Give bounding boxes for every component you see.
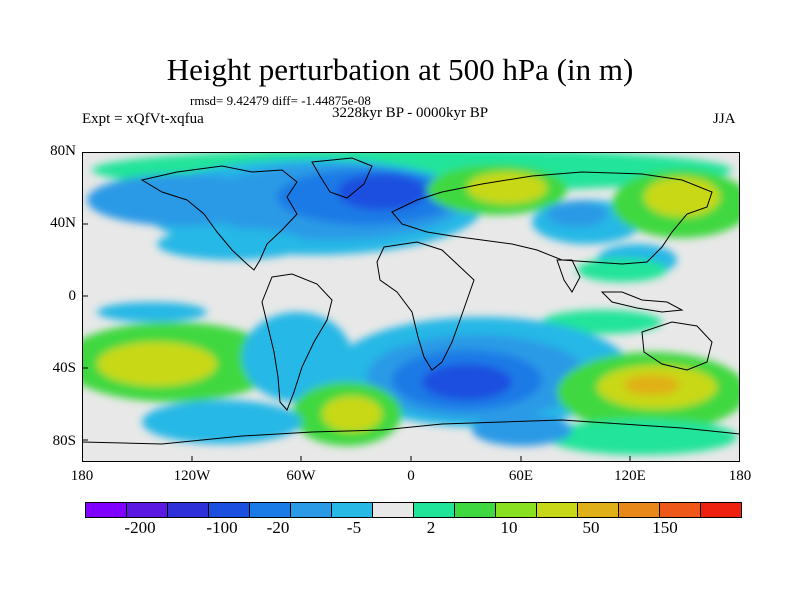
colorbar-label: 50 [582,518,600,537]
field-blue-pacific-north [87,174,277,226]
lon-label: 60W [286,468,316,484]
field-blue-east-pacific [97,302,207,322]
colorbar-cell [373,503,414,517]
map-plot [82,152,740,462]
lat-label: 40S [52,360,76,376]
colorbar-cell [578,503,619,517]
colorbar-cell [168,503,209,517]
colorbar-cell [660,503,701,517]
colorbar-cell [455,503,496,517]
eurasia-coast [391,171,713,265]
field-olive-nw-pacific [644,177,720,217]
field-mid-blue-east-antarctic [472,414,572,446]
colorbar-label: 10 [500,518,518,537]
experiment-label: Expt = xQfVt-xqfua [82,111,204,127]
lon-label: 180 [70,468,94,484]
colorbar-label: -100 [206,518,238,537]
map-title: Height perturbation at 500 hPa (in m) [166,52,634,87]
india-coast [556,259,581,293]
colorbar-cell [537,503,578,517]
colorbar-cell [619,503,660,517]
colorbar-label: -200 [124,518,156,537]
lon-label: 120W [173,468,211,484]
colorbar-cell [332,503,373,517]
period-label: 3228kyr BP - 0000kyr BP [331,105,489,121]
lon-label: 60E [508,468,534,484]
colorbar-cell [496,503,537,517]
north-america-coast [140,165,298,271]
field-orange-south-indian [624,375,680,395]
colorbar [85,502,742,518]
colorbar-cell [86,503,127,517]
stats-label: rmsd= 9.42479 diff= -1.44875e-08 [190,93,371,108]
lat-label: 40N [50,215,76,231]
colorbar-label: 150 [652,518,678,537]
australia-coast [641,321,713,371]
colorbar-cell [209,503,250,517]
colorbar-label: -5 [346,518,362,537]
colorbar-cell [127,503,168,517]
lat-label: 80N [50,143,76,159]
lat-label: 80S [52,433,76,449]
lon-label: 180 [728,468,752,484]
map-ticks [82,152,631,462]
colorbar-label: -20 [266,518,290,537]
greenland-coast [311,157,373,199]
lon-label: 120E [614,468,646,484]
field-teal-west-pacific [577,258,667,282]
field-teal-antarctic [547,419,737,455]
colorbar-cell [250,503,291,517]
field-dark-blue-core [337,174,427,210]
south-america-coast [261,273,333,411]
lon-label: 0 [407,468,415,484]
antarctica-coast [82,419,740,445]
field-olive-south-atlantic-west [322,396,382,432]
field-olive-south-pacific [97,342,217,386]
colorbar-cell [291,503,332,517]
lat-label: 0 [68,288,77,304]
colorbar-label: 2 [426,518,436,537]
field-blue-sw-pacific [142,400,302,444]
indonesia-coast [600,291,684,313]
season-label: JJA [713,111,736,127]
colorbar-cell [701,503,741,517]
coastlines [82,157,740,445]
field-dark-blue-south-core [422,364,512,400]
field-blue-tropical-atlantic [157,228,307,260]
field-olive-eurasia [467,172,547,204]
colorbar-cell [414,503,455,517]
field-mid-blue-central-asia [547,201,607,227]
africa-coast [376,241,475,371]
